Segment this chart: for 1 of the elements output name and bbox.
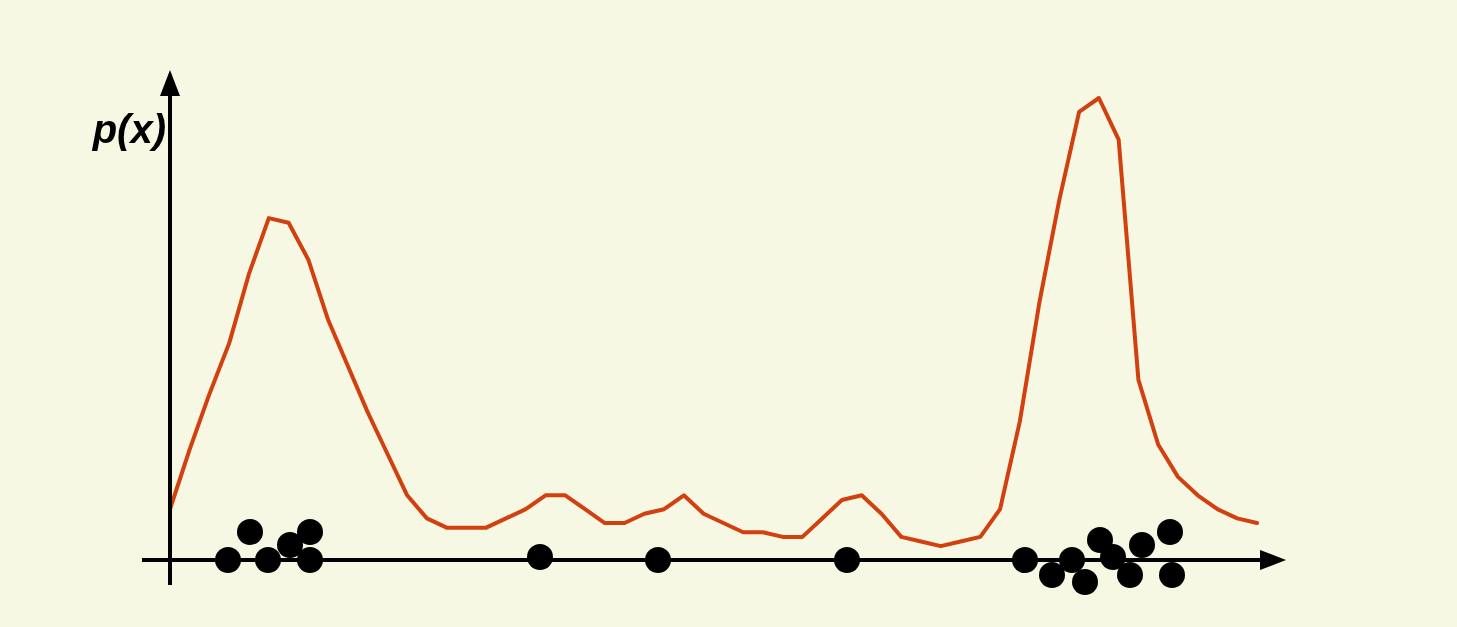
y-axis-title: p(x) — [91, 107, 166, 152]
